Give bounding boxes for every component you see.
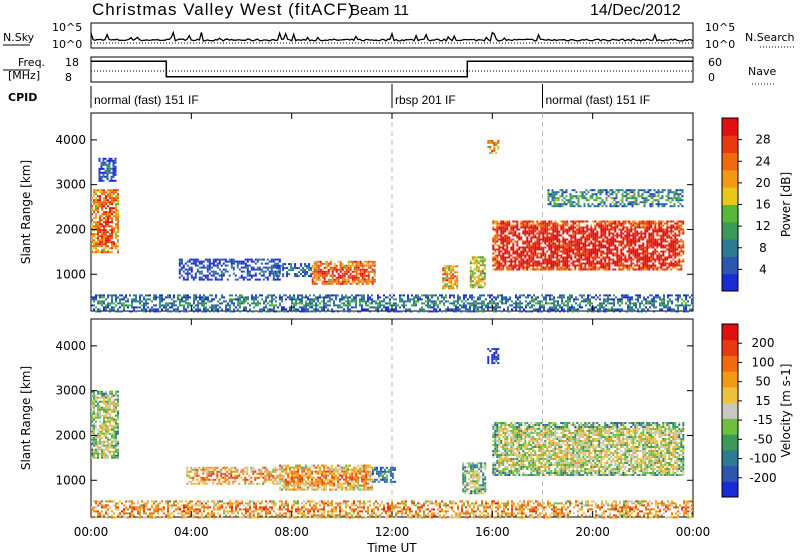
scatter-patch [487, 139, 500, 154]
cpid-row: normal (fast) 151 IF rbsp 201 IF normal (f… [90, 84, 651, 108]
x-tick-label: 00:00 [74, 525, 109, 539]
scatter-patch [492, 220, 685, 271]
nsky-trace [90, 30, 694, 42]
scatter-patch [469, 256, 486, 289]
nave-label: Nave [748, 65, 776, 78]
colorbar-tick-label: 12 [755, 219, 770, 233]
scatter-patch [547, 189, 684, 208]
scatter-patch [279, 464, 374, 491]
cpid-segment-label: rbsp 201 IF [395, 93, 456, 107]
velocity-panel: 1000 2000 3000 4000 Slant Range [km] 200 100 50… [19, 318, 793, 519]
scatter-patch [492, 422, 685, 476]
y-axis-label: Slant Range [km] [19, 160, 33, 264]
nsky-label: N.Sky [3, 31, 35, 44]
nsky-tick-top-left: 10^5 [52, 21, 82, 34]
freq-series [91, 60, 693, 78]
y-tick-label: 3000 [55, 384, 86, 398]
scatter-patch [98, 157, 117, 182]
figure-title: Christmas Valley West (fitACF) [92, 0, 355, 19]
colorbar-tick-label: -50 [753, 432, 773, 446]
colorbar-label: Power [dB] [779, 172, 793, 237]
colorbar-tick-label: 200 [752, 336, 775, 350]
freq-tick-top-right: 60 [708, 56, 722, 69]
x-tick-label: 12:00 [375, 525, 410, 539]
date-label: 14/Dec/2012 [590, 2, 681, 19]
nsearch-label: N.Search [745, 31, 795, 44]
nsky-series [90, 30, 694, 44]
nsky-tick-top-right: 10^5 [705, 21, 735, 34]
colorbar-tick-label: 20 [755, 176, 770, 190]
colorbar-tick-label: 50 [755, 375, 770, 389]
colorbar-tick-label: 8 [759, 241, 767, 255]
x-tick-label: 20:00 [575, 525, 610, 539]
colorbar-tick-label: -15 [753, 413, 773, 427]
power-panel: 1000 2000 3000 4000 Slant Range [km] 4 8 12 16 20… [19, 112, 793, 313]
y-tick-label: 4000 [55, 339, 86, 353]
scatter-patch [371, 466, 396, 483]
colorbar-tick-label: 4 [759, 262, 767, 276]
x-tick-label: 16:00 [475, 525, 510, 539]
y-tick-label: 4000 [55, 133, 86, 147]
y-tick-label: 1000 [55, 473, 86, 487]
colorbar-tick-label: 16 [755, 198, 770, 212]
x-tick-label: 00:00 [676, 525, 711, 539]
colorbar-tick-label: -200 [749, 471, 776, 485]
scatter-patch [91, 294, 693, 313]
freq-unit: [MHz] [8, 69, 40, 82]
x-tick-label: 04:00 [174, 525, 209, 539]
y-tick-label: 2000 [55, 428, 86, 442]
colorbar-tick-label: -100 [749, 452, 776, 466]
freq-trace [91, 60, 693, 78]
freq-panel [90, 56, 694, 83]
freq-tick-top-left: 18 [65, 56, 79, 69]
scatter-patch [274, 263, 313, 278]
beam-label: Beam 11 [350, 2, 409, 19]
nsky-panel [90, 22, 694, 49]
y-tick-label: 2000 [55, 222, 86, 236]
scatter-patch [91, 189, 119, 254]
freq-label: Freq. [18, 56, 45, 69]
x-axis-label: Time UT [366, 541, 417, 554]
scatter-patch [487, 348, 500, 365]
scatter-patch [186, 466, 281, 485]
freq-tick-bottom-right: 0 [708, 71, 715, 84]
colorbar-tick-label: 28 [755, 133, 770, 147]
nsky-tick-bottom-left: 10^0 [52, 38, 82, 51]
scatter-patch [91, 390, 119, 459]
scatter-patch [311, 260, 376, 285]
colorbar: 4 8 12 16 20 24 28 Power [dB] [721, 117, 793, 292]
cpid-segment-label: normal (fast) 151 IF [94, 93, 199, 107]
y-axis-label: Slant Range [km] [19, 366, 33, 470]
colorbar-tick-label: 100 [752, 355, 775, 369]
x-axis: 00:00 04:00 08:00 12:00 16:00 20:00 00:00 [74, 113, 711, 539]
scatter-patch [462, 462, 487, 495]
cpid-segment-label: normal (fast) 151 IF [546, 93, 651, 107]
colorbar-tick-label: 24 [755, 154, 770, 168]
cpid-label: CPID [8, 91, 37, 104]
x-tick-label: 08:00 [274, 525, 309, 539]
scatter-patch [442, 265, 459, 290]
y-tick-label: 3000 [55, 178, 86, 192]
scatter-patch [91, 500, 693, 519]
y-tick-label: 1000 [55, 267, 86, 281]
nsky-tick-bottom-right: 10^0 [705, 38, 735, 51]
freq-tick-bottom-left: 8 [65, 71, 72, 84]
colorbar-tick-label: 15 [755, 394, 770, 408]
colorbar-label: Velocity [m s-1] [779, 364, 793, 458]
